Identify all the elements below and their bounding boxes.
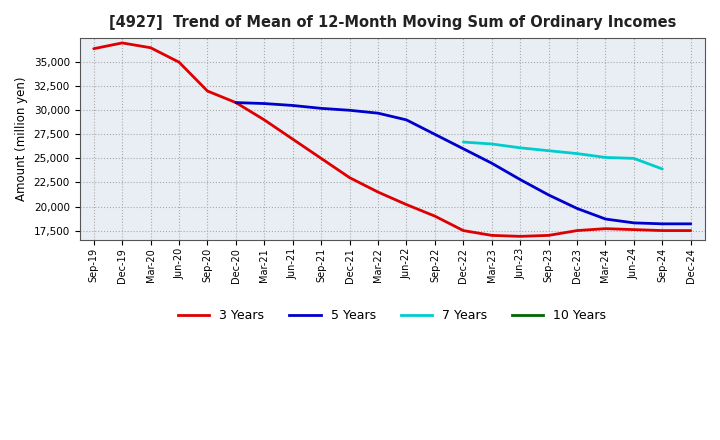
Y-axis label: Amount (million yen): Amount (million yen) — [15, 77, 28, 202]
Title: [4927]  Trend of Mean of 12-Month Moving Sum of Ordinary Incomes: [4927] Trend of Mean of 12-Month Moving … — [109, 15, 676, 30]
Legend: 3 Years, 5 Years, 7 Years, 10 Years: 3 Years, 5 Years, 7 Years, 10 Years — [173, 304, 611, 327]
